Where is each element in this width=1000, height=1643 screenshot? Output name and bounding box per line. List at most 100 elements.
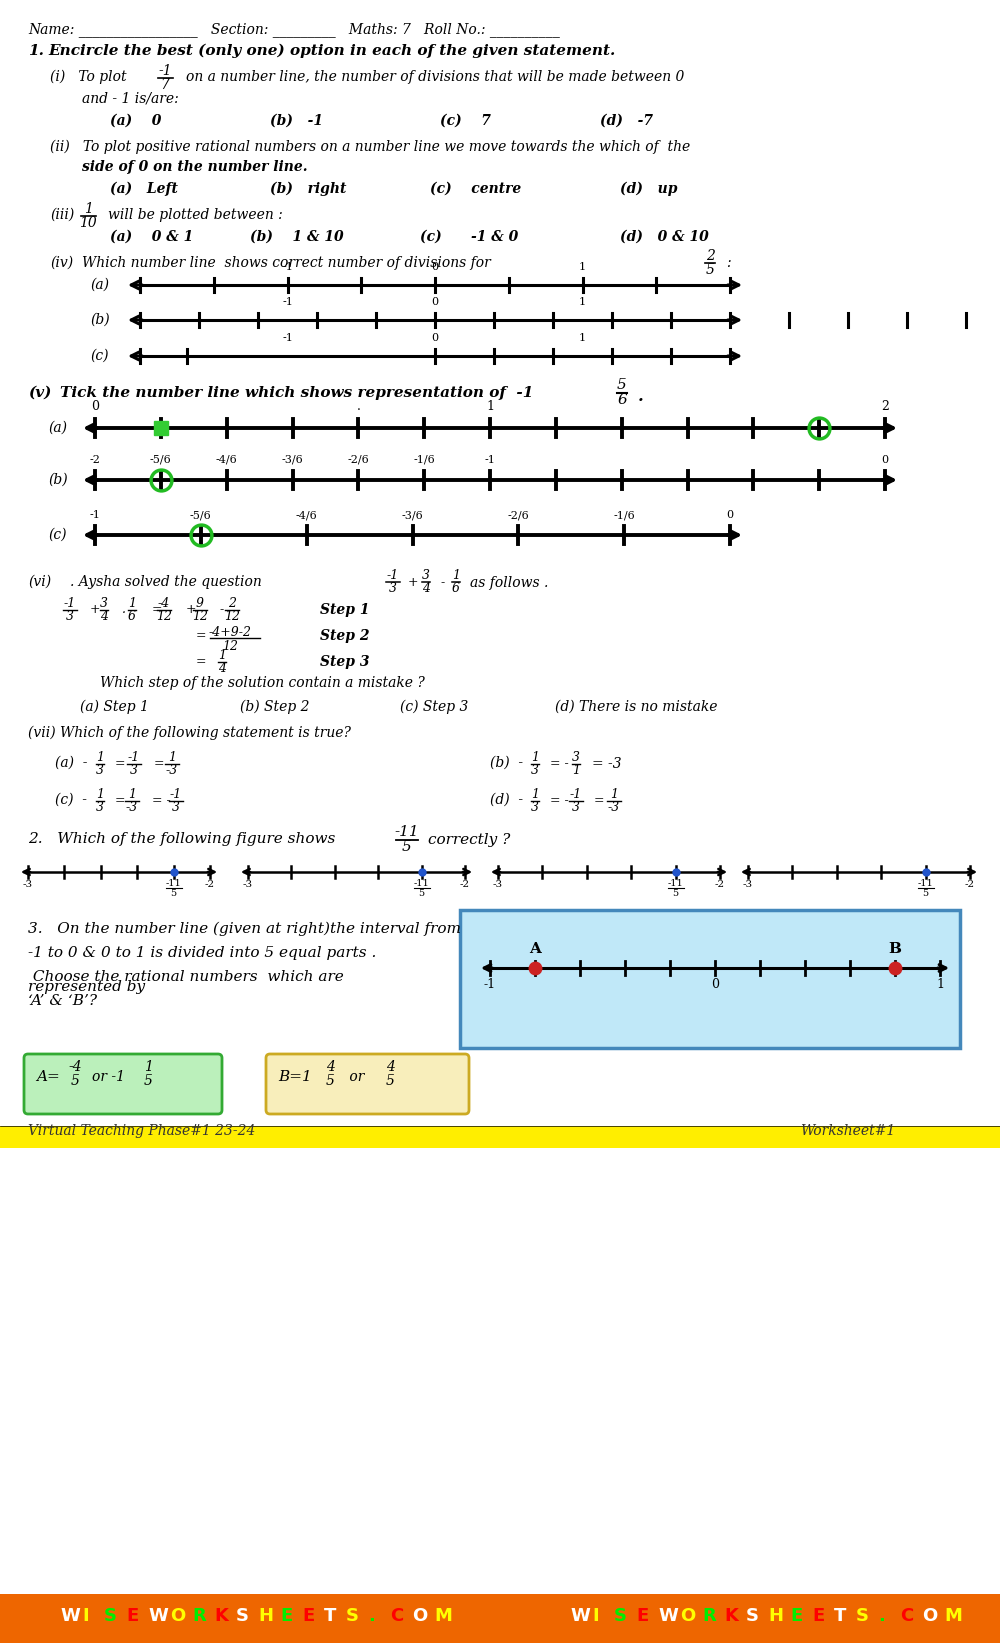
Text: S: S: [104, 1607, 117, 1625]
Text: -1: -1: [128, 751, 140, 764]
Text: (c): (c): [90, 348, 108, 363]
Text: -11: -11: [668, 879, 683, 887]
Text: =: =: [115, 794, 126, 807]
Text: (d)   -7: (d) -7: [600, 113, 653, 128]
Text: 0: 0: [91, 399, 99, 412]
Text: S: S: [236, 1607, 249, 1625]
Text: -3/6: -3/6: [282, 455, 303, 465]
Bar: [0, 1125, 1000, 1148]
Text: S: S: [746, 1607, 759, 1625]
Text: -4/6: -4/6: [296, 509, 318, 519]
Text: (d)  -: (d) -: [490, 794, 523, 807]
Text: correctly ?: correctly ?: [428, 833, 510, 848]
Text: -11: -11: [918, 879, 933, 887]
Text: 3: 3: [130, 764, 138, 777]
Text: R: R: [702, 1607, 716, 1625]
Text: (b): (b): [48, 473, 68, 486]
Text: 5: 5: [673, 889, 679, 899]
Text: A=: A=: [36, 1070, 60, 1084]
Text: C: C: [390, 1607, 403, 1625]
Text: (b)    1 & 10: (b) 1 & 10: [250, 230, 344, 245]
Text: 0: 0: [431, 297, 439, 307]
Text: .: .: [356, 399, 360, 412]
Text: :: :: [726, 256, 731, 269]
Text: -3: -3: [23, 881, 33, 889]
Text: (a)  -: (a) -: [55, 756, 88, 771]
Text: 1: 1: [531, 751, 539, 764]
Text: 12: 12: [192, 610, 208, 623]
Text: -2: -2: [715, 881, 725, 889]
Text: 4: 4: [422, 582, 430, 595]
FancyBboxPatch shape: [460, 910, 960, 1048]
Text: R: R: [192, 1607, 206, 1625]
Text: (a)    0 & 1: (a) 0 & 1: [110, 230, 193, 245]
Text: (c)  -: (c) -: [55, 794, 87, 807]
Text: -11: -11: [414, 879, 429, 887]
Text: Name: _________________   Section: _________   Maths: 7   Roll No.: __________: Name: _________________ Section: _______…: [28, 21, 560, 36]
Text: -2/6: -2/6: [347, 455, 369, 465]
Text: -1: -1: [282, 334, 293, 343]
Text: (b) Step 2: (b) Step 2: [240, 700, 310, 715]
Text: = -: = -: [550, 757, 569, 771]
Text: 5: 5: [706, 263, 714, 278]
Text: 2: 2: [228, 596, 236, 610]
Text: E: E: [280, 1607, 292, 1625]
Text: or -1: or -1: [92, 1070, 125, 1084]
Text: 5: 5: [171, 889, 177, 899]
Text: = -: = -: [550, 794, 569, 807]
Text: Which number line  shows correct number of divisions for: Which number line shows correct number o…: [82, 256, 491, 269]
Text: -1: -1: [282, 261, 293, 273]
Text: -1: -1: [64, 596, 76, 610]
Text: O: O: [922, 1607, 937, 1625]
Text: -4/6: -4/6: [216, 455, 238, 465]
Text: S: S: [346, 1607, 359, 1625]
Text: 1: 1: [936, 978, 944, 991]
Text: 0: 0: [881, 455, 889, 465]
Text: (vii) Which of the following statement is true?: (vii) Which of the following statement i…: [28, 726, 351, 741]
Text: 1: 1: [579, 297, 586, 307]
Text: Step 3: Step 3: [320, 656, 370, 669]
Text: Virtual Teaching Phase#1 23-24: Virtual Teaching Phase#1 23-24: [28, 1124, 255, 1139]
Text: B=1: B=1: [278, 1070, 312, 1084]
Text: E: E: [812, 1607, 824, 1625]
Text: 6: 6: [452, 582, 460, 595]
Text: =: =: [196, 656, 207, 669]
Text: -5/6: -5/6: [190, 509, 212, 519]
Text: 0: 0: [431, 334, 439, 343]
Text: S: S: [614, 1607, 627, 1625]
Text: 1: 1: [168, 751, 176, 764]
Text: -2/6: -2/6: [507, 509, 529, 519]
Text: -3: -3: [243, 881, 253, 889]
Text: 6: 6: [617, 393, 627, 407]
Text: 3.   On the number line (given at right)the interval from: 3. On the number line (given at right)th…: [28, 922, 461, 937]
Text: Tick the number line which shows representation of  -1: Tick the number line which shows represe…: [60, 386, 533, 399]
Text: -1: -1: [282, 297, 293, 307]
Text: side of 0 on the number line.: side of 0 on the number line.: [82, 159, 308, 174]
Text: -3/6: -3/6: [402, 509, 423, 519]
Text: -2: -2: [90, 455, 100, 465]
Text: 5: 5: [386, 1075, 394, 1088]
Text: (c): (c): [48, 527, 66, 542]
FancyBboxPatch shape: [266, 1055, 469, 1114]
Text: Encircle the best (only one) option in each of the given statement.: Encircle the best (only one) option in e…: [48, 44, 615, 59]
Text: O: O: [680, 1607, 695, 1625]
Text: 3: 3: [572, 751, 580, 764]
Text: 2: 2: [881, 399, 889, 412]
Text: 1.: 1.: [28, 44, 44, 58]
Text: (a): (a): [48, 421, 67, 435]
Text: =: =: [115, 757, 126, 771]
Text: or: or: [345, 1070, 364, 1084]
Text: -3: -3: [493, 881, 503, 889]
Text: . Aysha solved the question: . Aysha solved the question: [70, 575, 262, 588]
Text: 5: 5: [617, 378, 627, 393]
Text: 1: 1: [610, 789, 618, 802]
Text: ‘A’ & ‘B’?: ‘A’ & ‘B’?: [28, 994, 97, 1009]
Text: Worksheet#1: Worksheet#1: [800, 1124, 895, 1139]
Text: Choose the rational numbers  which are: Choose the rational numbers which are: [28, 969, 344, 984]
Text: (b)   right: (b) right: [270, 182, 346, 197]
Text: -2: -2: [205, 881, 215, 889]
Text: +: +: [186, 603, 196, 616]
Text: 0: 0: [711, 978, 719, 991]
Text: C: C: [900, 1607, 913, 1625]
Text: -11: -11: [395, 825, 419, 840]
